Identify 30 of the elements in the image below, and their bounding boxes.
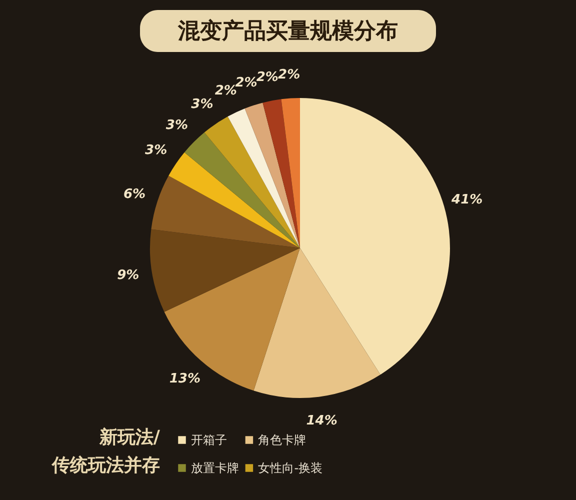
data-label: 2% xyxy=(214,84,237,99)
pie-slice xyxy=(281,98,300,248)
data-label: 14% xyxy=(306,414,338,429)
data-label: 3% xyxy=(191,97,214,112)
data-label: 2% xyxy=(278,67,300,82)
data-label: 6% xyxy=(123,187,146,202)
data-label: 3% xyxy=(166,118,188,133)
pie-slice xyxy=(228,108,300,248)
legend-title: 新玩法/传统玩法并存 xyxy=(51,427,160,476)
pie-slice xyxy=(262,99,300,248)
data-label: 2% xyxy=(235,76,258,91)
pie-slice xyxy=(151,176,300,248)
pie-slice xyxy=(184,132,300,248)
pie-slice xyxy=(204,116,300,248)
chart-title: 混变产品买量规模分布 xyxy=(177,18,398,44)
pie-slice xyxy=(254,248,380,398)
data-label: 2% xyxy=(256,70,278,86)
legend-label: 放置卡牌 xyxy=(191,461,239,475)
pie-slice xyxy=(244,102,300,248)
pie-slice xyxy=(164,248,300,391)
data-label: 41% xyxy=(450,192,483,208)
data-label: 9% xyxy=(117,268,140,284)
legend-label: 角色卡牌 xyxy=(258,433,306,447)
pie-slice xyxy=(300,98,450,375)
pie-slice xyxy=(168,152,300,248)
pie-slice xyxy=(150,229,300,312)
legend-label: 女性向-换装 xyxy=(258,461,323,475)
data-label: 3% xyxy=(145,143,168,158)
legend-label: 开箱子 xyxy=(191,433,227,447)
data-label: 13% xyxy=(169,372,200,387)
